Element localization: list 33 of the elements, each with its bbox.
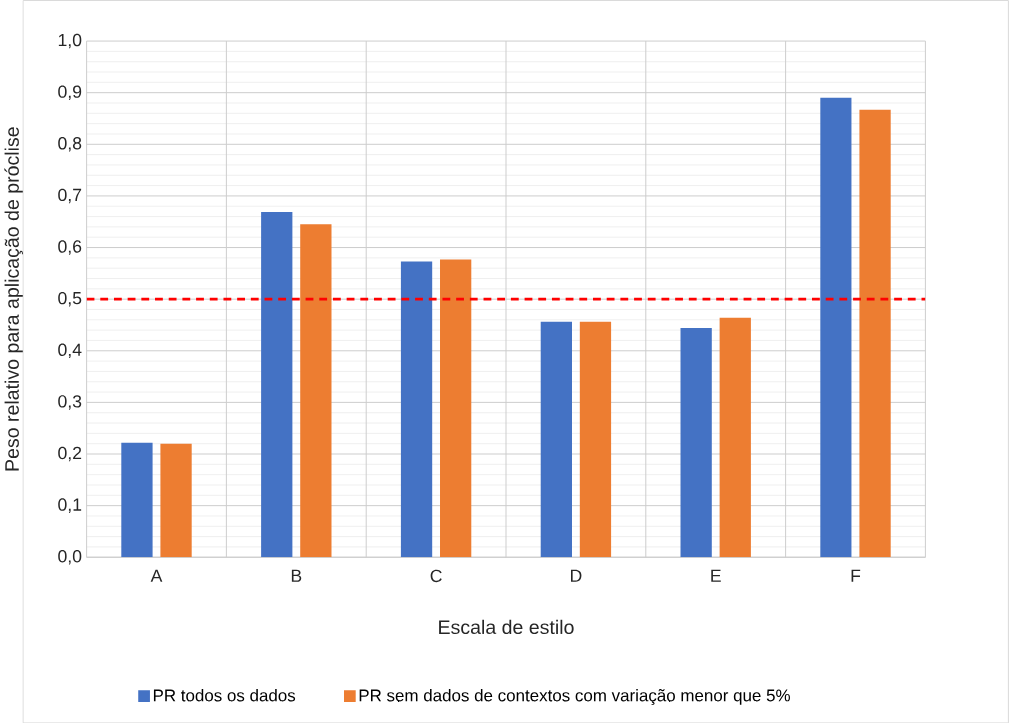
y-tick-label: 0,0 — [58, 549, 82, 565]
x-tick-label: F — [851, 569, 861, 582]
bar — [261, 211, 293, 558]
y-tick-label: 0,5 — [58, 291, 82, 307]
bar — [160, 443, 192, 558]
bar — [820, 97, 852, 558]
y-axis-title: Peso relativo para aplicação de próclise — [4, 127, 23, 471]
bar — [719, 317, 751, 558]
bar — [121, 442, 153, 558]
bar — [440, 259, 472, 558]
y-tick-label: 0,1 — [58, 498, 82, 513]
legend-label: PR todos os dados — [153, 688, 296, 702]
y-tick-label: 0,2 — [58, 446, 82, 462]
bar — [400, 261, 433, 558]
x-axis-title: Escala de estilo — [439, 619, 574, 634]
y-tick-label: 0,9 — [58, 85, 82, 100]
y-tick-label: 0,3 — [58, 394, 82, 410]
x-tick-label: B — [291, 569, 302, 582]
y-tick-label: 1,0 — [58, 33, 82, 49]
bar — [540, 321, 572, 558]
legend-label: PR sem dados de contextos com variação menor que 5% — [359, 688, 790, 705]
x-tick-label: A — [150, 569, 163, 582]
y-tick-label: 0,8 — [58, 136, 82, 152]
y-tick-label: 0,6 — [58, 240, 82, 255]
x-tick-label: C — [430, 569, 442, 582]
bar — [680, 327, 712, 558]
x-tick-label: E — [711, 569, 721, 582]
bar — [300, 224, 332, 558]
bar — [859, 109, 891, 558]
y-tick-label: 0,4 — [58, 343, 82, 358]
x-tick-label: D — [571, 569, 582, 582]
bar — [579, 321, 612, 558]
y-tick-label: 0,7 — [58, 188, 82, 203]
